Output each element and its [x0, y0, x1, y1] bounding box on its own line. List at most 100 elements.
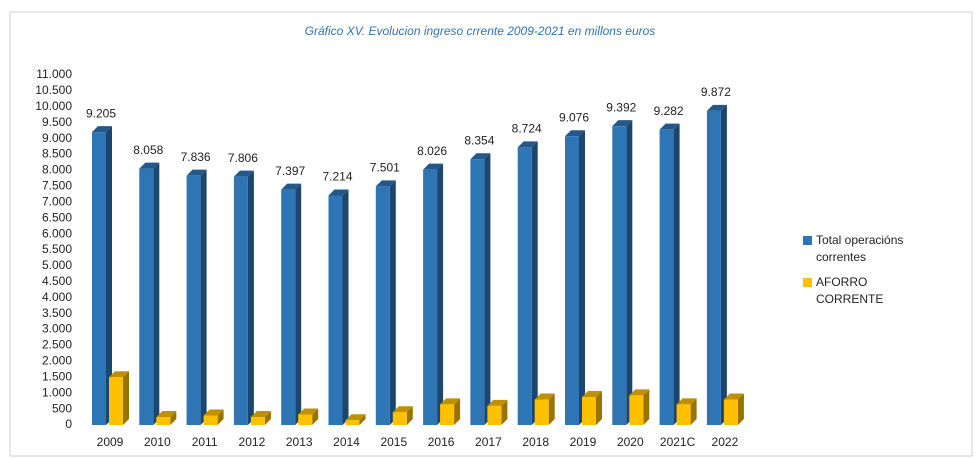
- bar-face: [295, 183, 302, 425]
- bar-face: [156, 411, 177, 418]
- bar-face: [250, 411, 271, 418]
- bar-face: [440, 398, 461, 405]
- bar-face: [565, 130, 585, 137]
- bar: [345, 414, 366, 425]
- y-tick-label: 2.000: [42, 354, 72, 368]
- bar-face: [579, 130, 585, 425]
- data-label: 9.205: [86, 106, 116, 120]
- y-tick-label: 7.500: [42, 179, 72, 193]
- bar-face: [389, 180, 396, 425]
- bar-face: [484, 153, 491, 425]
- bar-face: [673, 123, 680, 425]
- legend-swatch: [803, 278, 812, 287]
- bar-face: [470, 159, 485, 425]
- x-tick-label: 2018: [522, 435, 549, 449]
- bar-face: [123, 371, 129, 425]
- bar: [281, 183, 302, 425]
- x-tick-label: 2017: [475, 435, 502, 449]
- bar-face: [470, 153, 491, 160]
- bar-face: [659, 123, 680, 130]
- bar-face: [233, 170, 254, 177]
- x-tick-label: 2021C: [660, 435, 696, 449]
- bar-face: [298, 408, 319, 415]
- legend-entry: Total operacións correntes: [803, 232, 943, 266]
- bar: [328, 189, 349, 425]
- bar-face: [328, 195, 343, 425]
- bar: [612, 120, 633, 425]
- bar-face: [487, 405, 502, 425]
- bar-face: [345, 420, 360, 425]
- data-label: 8.724: [512, 122, 542, 136]
- bar: [423, 163, 444, 426]
- bar-face: [92, 126, 112, 133]
- bar-face: [501, 399, 508, 425]
- y-tick-label: 5.000: [42, 258, 72, 272]
- bar-face: [298, 414, 313, 425]
- bar-face: [737, 393, 744, 425]
- bar-face: [706, 104, 727, 111]
- bar: [723, 393, 744, 425]
- bar-face: [109, 371, 129, 378]
- bar-face: [281, 183, 302, 190]
- bar: [375, 180, 396, 425]
- bar-face: [217, 409, 224, 425]
- y-tick-label: 0: [65, 417, 72, 431]
- bar: [139, 162, 160, 426]
- bar: [565, 130, 585, 425]
- bar-face: [517, 147, 532, 425]
- y-tick-label: 8.000: [42, 163, 72, 177]
- bar: [440, 398, 461, 425]
- y-tick-label: 9.000: [42, 131, 72, 145]
- bar-face: [203, 415, 218, 425]
- bar: [392, 406, 413, 425]
- data-label: 7.397: [275, 164, 305, 178]
- bar-face: [723, 399, 738, 425]
- bar-face: [629, 395, 644, 425]
- y-tick-label: 1.500: [42, 369, 72, 383]
- bar: [582, 391, 602, 425]
- bar-face: [534, 393, 555, 400]
- bar-face: [375, 180, 396, 187]
- bar-face: [233, 176, 248, 425]
- bar-face: [626, 120, 633, 425]
- y-tick-label: 5.500: [42, 242, 72, 256]
- x-tick-label: 2009: [97, 435, 124, 449]
- y-tick-label: 500: [52, 401, 72, 415]
- data-label: 7.214: [322, 170, 352, 184]
- bar-face: [109, 377, 123, 425]
- bar-face: [345, 414, 366, 421]
- x-tick-label: 2014: [333, 435, 360, 449]
- bar-face: [706, 110, 721, 426]
- data-label: 9.282: [654, 104, 684, 118]
- bar-face: [534, 399, 549, 425]
- bar-face: [612, 120, 633, 127]
- bar: [659, 123, 680, 425]
- bar-face: [629, 389, 650, 396]
- bar-face: [281, 189, 296, 425]
- bar-face: [690, 398, 697, 425]
- bar-face: [582, 397, 596, 425]
- bar-face: [359, 414, 366, 425]
- bar-face: [548, 393, 555, 425]
- y-tick-label: 2.500: [42, 338, 72, 352]
- bar-face: [596, 391, 602, 425]
- x-tick-label: 2022: [712, 435, 739, 449]
- bar: [487, 399, 508, 425]
- legend-label: AFORRO CORRENTE: [816, 275, 884, 306]
- x-tick-label: 2016: [428, 435, 455, 449]
- bar-face: [375, 186, 390, 425]
- data-label: 7.501: [370, 161, 400, 175]
- bar-face: [392, 412, 407, 425]
- y-tick-label: 8.500: [42, 147, 72, 161]
- bar-face: [612, 126, 627, 425]
- y-tick-label: 9.500: [42, 115, 72, 129]
- y-tick-label: 3.500: [42, 306, 72, 320]
- x-tick-label: 2012: [239, 435, 266, 449]
- legend-label: Total operacións correntes: [816, 233, 904, 264]
- bar: [233, 170, 254, 425]
- y-tick-label: 1.000: [42, 385, 72, 399]
- bar-face: [487, 399, 508, 406]
- y-tick-label: 4.000: [42, 290, 72, 304]
- bar-face: [643, 389, 650, 425]
- bar-face: [139, 168, 154, 426]
